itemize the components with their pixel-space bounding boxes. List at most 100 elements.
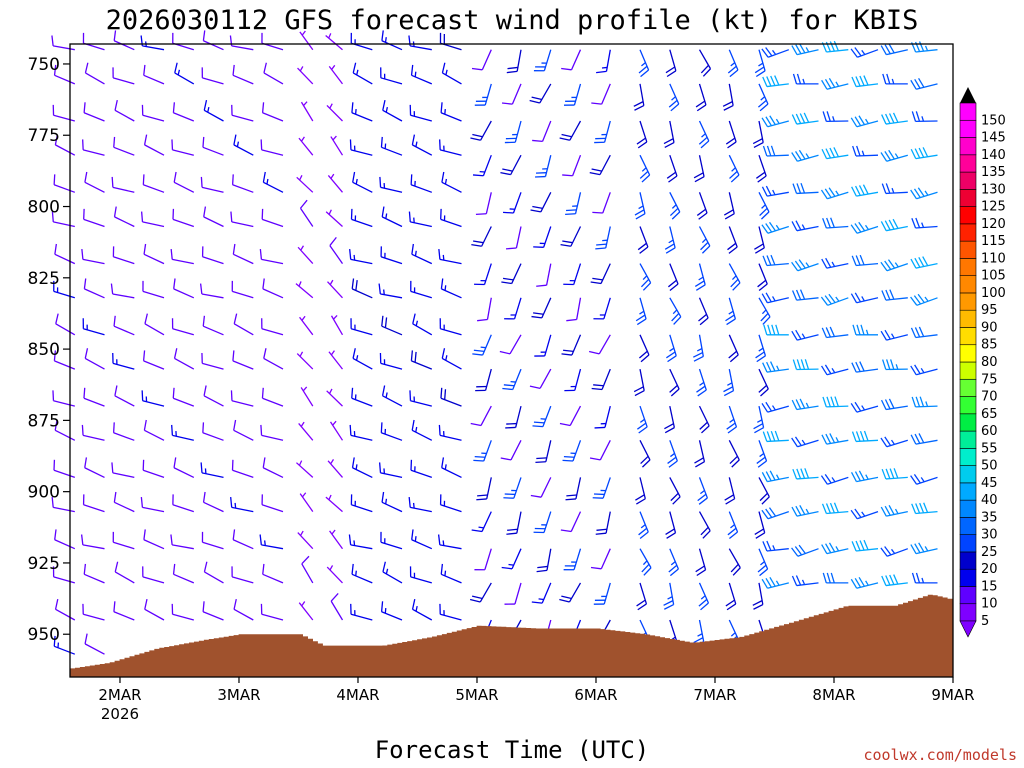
barb-half-feather	[329, 279, 334, 285]
barb-full-feather	[329, 236, 337, 246]
barb-full-feather	[233, 419, 237, 431]
wind-barb	[698, 405, 710, 434]
barb-full-feather	[791, 114, 798, 125]
barb-staff	[570, 49, 582, 71]
wind-barb	[536, 263, 552, 287]
barb-full-feather	[501, 566, 513, 570]
colorbar-swatch	[959, 189, 977, 207]
barb-staff	[573, 548, 582, 570]
barb-half-feather	[601, 595, 607, 598]
barb-full-feather	[693, 351, 703, 358]
barb-full-feather	[855, 540, 861, 551]
barb-staff	[381, 40, 403, 51]
barb-staff	[202, 146, 224, 156]
wind-barb	[850, 221, 879, 234]
wind-barb	[565, 192, 582, 216]
barb-staff	[411, 253, 433, 265]
wind-barb	[668, 83, 680, 112]
wind-barb	[637, 226, 649, 254]
barb-full-feather	[534, 527, 546, 530]
barb-full-feather	[81, 248, 84, 260]
barb-full-feather	[501, 102, 513, 105]
barb-staff	[233, 323, 254, 336]
barb-full-feather	[765, 47, 773, 57]
barb-full-feather	[794, 436, 802, 446]
wind-barb	[113, 206, 135, 228]
wind-barb	[112, 422, 135, 441]
barb-staff	[484, 548, 492, 570]
barb-half-feather	[700, 595, 706, 600]
barb-full-feather	[203, 99, 208, 111]
colorbar-label: 55	[981, 441, 998, 456]
barb-staff	[113, 611, 135, 621]
barb-full-feather	[762, 76, 768, 87]
barb-full-feather	[910, 475, 918, 485]
x-tick-label: 8MAR	[812, 686, 855, 704]
barb-full-feather	[825, 41, 831, 52]
credit-link[interactable]: coolwx.com/models	[863, 746, 1017, 764]
barb-full-feather	[504, 141, 516, 144]
wind-barb	[172, 494, 195, 513]
wind-barb	[821, 502, 849, 515]
barb-full-feather	[473, 459, 484, 462]
barb-half-feather	[415, 606, 418, 612]
wind-barb	[82, 32, 105, 51]
wind-barb	[438, 424, 462, 441]
wind-barb	[53, 459, 76, 479]
barb-full-feather	[911, 396, 917, 408]
barb-full-feather	[144, 313, 148, 324]
barb-staff	[513, 297, 522, 320]
barb-full-feather	[635, 494, 645, 501]
barb-full-feather	[143, 64, 146, 76]
barb-full-feather	[641, 459, 651, 468]
wind-barb	[170, 534, 194, 550]
barb-half-feather	[641, 167, 647, 172]
wind-barb	[669, 477, 681, 505]
barb-full-feather	[855, 255, 861, 266]
barb-staff	[411, 429, 433, 441]
barb-half-feather	[539, 242, 545, 245]
barb-full-feather	[113, 601, 116, 612]
barb-half-feather	[56, 287, 59, 293]
wind-barb	[723, 192, 735, 220]
barb-full-feather	[762, 431, 768, 442]
barb-full-feather	[829, 502, 835, 514]
barb-half-feather	[303, 101, 308, 107]
colorbar-swatch	[959, 275, 977, 294]
wind-barb	[725, 120, 737, 149]
wind-barb	[412, 313, 433, 336]
wind-barb	[821, 542, 849, 555]
barb-staff	[263, 181, 284, 193]
wind-barb	[636, 582, 648, 611]
barb-full-feather	[664, 427, 675, 434]
wind-barb	[380, 422, 403, 441]
barb-full-feather	[592, 497, 604, 499]
x-tick-label: 9MAR	[931, 686, 974, 704]
barb-full-feather	[472, 353, 483, 356]
barb-half-feather	[775, 224, 780, 230]
wind-barb	[408, 496, 432, 513]
barb-full-feather	[888, 43, 895, 54]
barb-half-feather	[920, 477, 925, 483]
barb-full-feather	[230, 496, 233, 508]
barb-staff	[232, 469, 254, 479]
barb-staff	[114, 109, 135, 122]
barb-full-feather	[829, 41, 835, 52]
barb-full-feather	[202, 491, 206, 503]
barb-staff	[231, 576, 254, 584]
barb-staff	[543, 49, 552, 71]
barb-full-feather	[83, 387, 86, 399]
barb-full-feather	[530, 494, 542, 498]
wind-barb	[325, 33, 343, 51]
barb-half-feather	[730, 62, 736, 67]
barb-full-feather	[880, 506, 887, 517]
barb-full-feather	[666, 70, 677, 78]
wind-barb	[910, 474, 938, 485]
barb-staff	[142, 506, 165, 513]
barb-staff	[382, 395, 403, 407]
barb-full-feather	[769, 221, 777, 232]
barb-half-feather	[175, 430, 177, 437]
barb-staff	[325, 211, 343, 227]
barb-full-feather	[262, 563, 265, 575]
barb-full-feather	[533, 421, 545, 424]
